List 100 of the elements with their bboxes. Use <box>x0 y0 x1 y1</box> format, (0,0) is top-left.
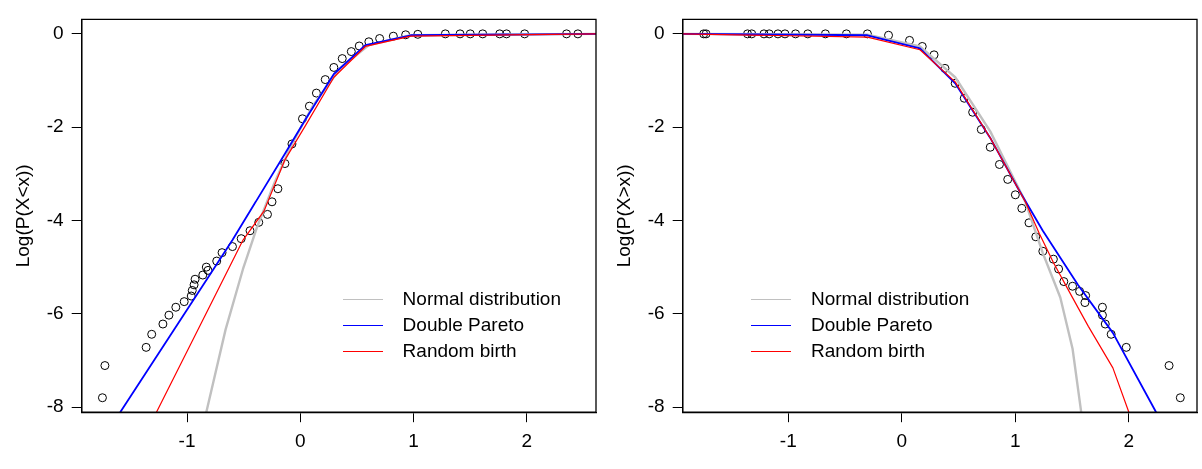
point <box>1164 361 1174 371</box>
point <box>994 159 1004 169</box>
point <box>187 285 197 295</box>
y-tick-label: 0 <box>53 22 64 44</box>
point <box>1068 281 1078 291</box>
y-tick-label: -8 <box>647 395 665 417</box>
y-axis-title: Log(P(X<x)) <box>11 164 33 268</box>
y-tick-label: -8 <box>46 395 64 417</box>
point <box>287 139 297 149</box>
point <box>1010 190 1020 200</box>
point <box>764 29 774 39</box>
point <box>1003 174 1013 184</box>
point <box>841 29 851 39</box>
point <box>212 256 222 266</box>
point <box>97 393 107 403</box>
point <box>478 29 488 39</box>
point <box>773 29 783 39</box>
point <box>254 217 264 227</box>
point <box>976 125 986 134</box>
point <box>562 29 572 39</box>
point <box>147 329 157 339</box>
point <box>1097 302 1107 312</box>
point <box>297 114 307 124</box>
point <box>959 93 969 103</box>
y-tick-label: -6 <box>647 302 665 323</box>
point <box>1175 393 1185 403</box>
point <box>346 47 356 57</box>
point <box>337 54 347 64</box>
x-tick-label: 2 <box>1123 429 1135 451</box>
point <box>189 280 199 290</box>
point <box>280 159 290 169</box>
point <box>198 270 208 280</box>
point <box>455 29 465 39</box>
point <box>929 50 939 60</box>
y-tick-label: 0 <box>654 22 665 44</box>
point <box>171 302 181 312</box>
point <box>743 29 753 39</box>
point <box>520 29 530 39</box>
point <box>179 297 189 307</box>
legend-label: Normal distribution <box>402 287 561 311</box>
point <box>1054 264 1064 274</box>
legend-label: Random birth <box>402 339 517 363</box>
point <box>1075 286 1085 296</box>
point <box>465 29 475 39</box>
point <box>164 310 174 320</box>
point <box>1097 310 1107 320</box>
y-tick-label: -4 <box>647 208 666 230</box>
point <box>273 184 283 194</box>
point <box>747 29 757 39</box>
y-tick-label: -6 <box>46 302 64 323</box>
point <box>1080 298 1090 308</box>
point <box>262 209 272 219</box>
point <box>495 29 505 39</box>
point <box>884 30 894 40</box>
point <box>1081 291 1091 301</box>
x-tick-label: -1 <box>779 429 797 451</box>
point <box>217 248 227 258</box>
point <box>267 197 277 207</box>
point <box>1038 246 1048 256</box>
legend-label: Normal distribution <box>811 287 970 311</box>
point <box>320 75 330 85</box>
point <box>401 30 411 40</box>
x-tick-label: -1 <box>178 429 196 451</box>
point <box>440 29 450 39</box>
legend-label: Double Pareto <box>811 313 933 337</box>
point <box>236 234 246 244</box>
point <box>759 29 769 39</box>
y-tick-label: -2 <box>647 115 665 137</box>
point <box>820 29 830 39</box>
point <box>968 107 978 117</box>
point <box>311 88 321 98</box>
point <box>1121 342 1131 352</box>
point <box>329 62 339 72</box>
y-tick-label: -2 <box>46 115 64 137</box>
point <box>413 29 423 39</box>
legend-label: Double Pareto <box>402 313 525 337</box>
point <box>502 29 512 39</box>
x-tick-label: 0 <box>295 429 306 451</box>
point <box>1017 203 1027 213</box>
point <box>573 29 583 39</box>
legend-label: Random birth <box>811 339 926 363</box>
x-tick-label: 1 <box>1010 429 1021 451</box>
point <box>905 35 915 45</box>
point <box>141 342 151 352</box>
x-tick-label: 2 <box>521 429 533 451</box>
y-axis-title: Log(P(X>x)) <box>612 164 634 268</box>
y-tick-label: -4 <box>46 208 65 230</box>
point <box>190 274 200 284</box>
point <box>158 319 168 329</box>
x-tick-label: 0 <box>896 429 908 451</box>
point <box>100 361 110 371</box>
point <box>1059 277 1069 287</box>
point <box>1100 319 1110 329</box>
point <box>791 29 801 39</box>
point <box>245 226 255 236</box>
point <box>1031 232 1041 242</box>
point <box>803 29 813 39</box>
point <box>985 142 995 152</box>
point <box>1106 329 1116 339</box>
point <box>1048 254 1058 264</box>
